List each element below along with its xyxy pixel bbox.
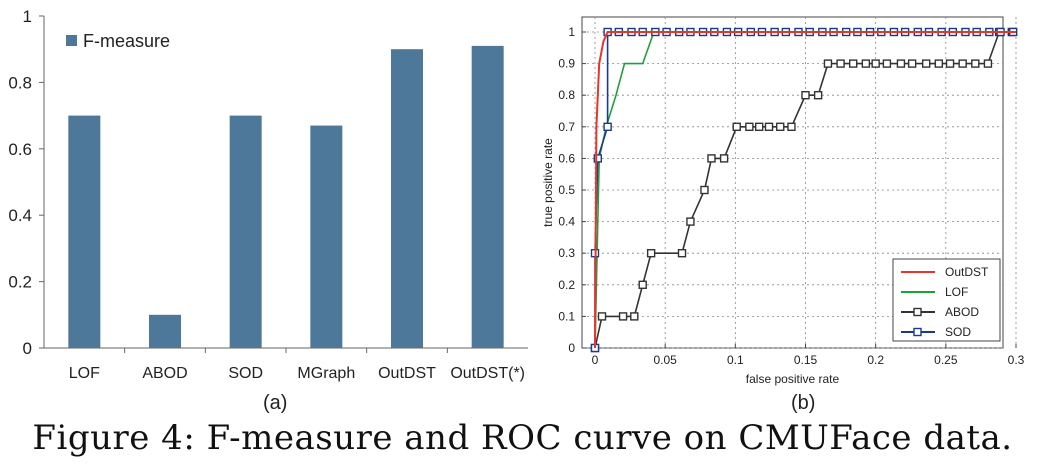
bar-sod (229, 115, 262, 348)
data-point-abod (849, 59, 858, 68)
y-tick-label: 0.1 (558, 309, 575, 323)
data-point-abod (686, 217, 695, 226)
data-point-abod (787, 122, 796, 132)
x-tick-label: 0.15 (794, 353, 818, 367)
legend-label-abod: ABOD (945, 305, 979, 319)
x-tick-label: 0 (592, 353, 599, 367)
legend-marker-sod (913, 327, 922, 337)
x-tick-label: LOF (69, 365, 100, 382)
data-point-abod (861, 59, 871, 68)
legend-label-lof: LOF (945, 285, 968, 299)
bar-mgraph (310, 125, 343, 348)
data-point-abod (934, 59, 944, 68)
data-point-abod (630, 312, 639, 321)
data-point-abod (646, 248, 656, 258)
series-line-lof (594, 31, 1016, 349)
data-point-sod (603, 122, 612, 132)
data-point-abod (971, 59, 980, 68)
data-point-abod (945, 59, 955, 68)
bar-chart-panel: 0 0.2 0.4 0.6 0.8 1 LOF ABOD SOD MGraph OutDST OutD… (8, 7, 528, 382)
y-tick-label: 0 (23, 339, 32, 358)
data-point-abod (597, 312, 607, 321)
y-tick-label: 0.2 (8, 273, 32, 292)
x-tick-label: 0.3 (1008, 353, 1025, 367)
y-tick-label: 0.7 (558, 120, 575, 134)
x-tick-label: 0.05 (653, 353, 677, 367)
legend-label: F-measure (83, 31, 170, 51)
data-point-abod (871, 59, 880, 68)
y-tick-label: 1 (23, 7, 32, 26)
legend-label-sod: SOD (945, 325, 971, 339)
data-point-abod (921, 59, 931, 68)
bar-abod (149, 314, 181, 348)
legend-marker-abod (913, 307, 922, 317)
panel-a-label: (a) (263, 392, 288, 414)
bar-outdst (391, 49, 423, 348)
data-point-abod (823, 59, 833, 68)
data-point-abod (677, 248, 687, 258)
x-axis-title: false positive rate (746, 372, 840, 386)
y-tick-label: 0 (568, 341, 575, 355)
legend-swatch (66, 35, 77, 46)
data-point-abod (776, 122, 785, 132)
data-point-abod (836, 59, 845, 68)
y-tick-label: 0.6 (558, 151, 575, 165)
x-tick-label: OutDST(*) (450, 365, 525, 382)
y-axis-title: true positive rate (541, 138, 555, 227)
data-point-abod (907, 59, 917, 68)
y-tick-label: 1 (568, 25, 575, 39)
x-tick-label: 0.2 (867, 353, 884, 367)
x-tick-label: 0.25 (934, 353, 958, 367)
data-point-abod (813, 90, 823, 100)
data-point-abod (983, 59, 993, 68)
x-tick-label: ABOD (142, 365, 187, 382)
y-tick-label: 0.3 (558, 246, 575, 260)
data-point-abod (764, 122, 774, 132)
y-tick-label: 0.9 (558, 57, 575, 71)
y-tick-label: 0.8 (558, 88, 575, 102)
figure-caption: Figure 4: F-measure and ROC curve on CMU… (32, 418, 1013, 458)
bar-outdst (471, 45, 504, 348)
series-line-outdst (594, 31, 1016, 349)
y-tick-label: 0.5 (558, 183, 575, 197)
y-tick-label: 0.6 (8, 140, 32, 159)
data-point-abod (707, 154, 716, 163)
x-tick-label: MGraph (297, 365, 355, 382)
panel-b-label: (b) (791, 392, 816, 414)
legend-label-outdst: OutDST (945, 265, 989, 279)
x-tick-label: 0.1 (727, 353, 744, 367)
data-point-abod (801, 90, 810, 100)
y-tick-label: 0.4 (8, 206, 32, 225)
data-point-abod (882, 59, 892, 68)
y-tick-label: 0.4 (558, 215, 575, 229)
y-tick-label: 0.2 (558, 278, 575, 292)
data-point-sod (593, 154, 603, 163)
data-point-abod (638, 280, 647, 289)
data-point-abod (700, 185, 709, 195)
y-tick-label: 0.8 (8, 73, 32, 92)
data-point-abod (618, 312, 628, 321)
data-point-abod (754, 122, 764, 132)
data-point-abod (958, 59, 967, 68)
bar-lof (68, 115, 101, 348)
x-tick-label: OutDST (378, 365, 436, 382)
data-point-abod (732, 122, 741, 132)
data-point-abod (745, 122, 754, 132)
data-point-abod (719, 154, 729, 163)
data-point-abod (896, 59, 906, 68)
roc-chart-panel: 0 0.05 0.1 0.15 0.2 0.25 0.3 0 0.1 0.2 0.3 0.4 0.5 0.… (541, 16, 1025, 386)
x-tick-label: SOD (228, 365, 263, 382)
